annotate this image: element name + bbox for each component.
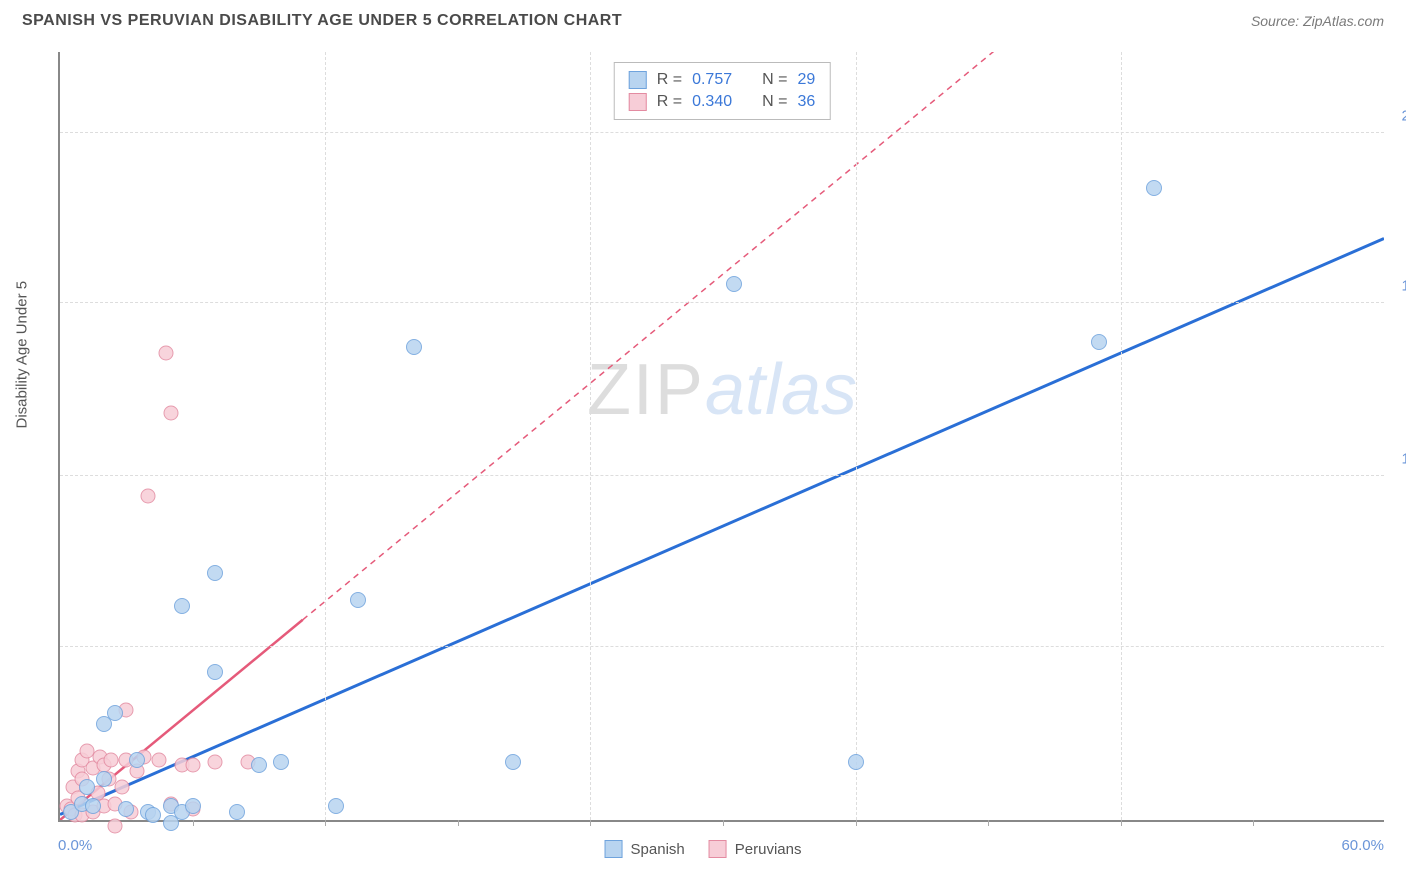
y-axis-title: Disability Age Under 5	[14, 281, 31, 429]
legend-swatch	[709, 840, 727, 858]
spanish-point	[207, 664, 223, 680]
peruvian-point	[185, 758, 200, 773]
spanish-point	[107, 705, 123, 721]
peruvian-point	[152, 752, 167, 767]
x-axis-min-label: 0.0%	[58, 837, 92, 854]
series-label: Peruvians	[735, 841, 802, 858]
peruvian-point	[163, 406, 178, 421]
legend-swatch	[605, 840, 623, 858]
spanish-point	[328, 798, 344, 814]
r-value: 0.757	[692, 71, 732, 89]
x-tick	[723, 820, 724, 826]
x-tick	[1253, 820, 1254, 826]
n-value: 29	[797, 71, 815, 89]
x-tick	[1121, 820, 1122, 826]
x-tick	[325, 820, 326, 826]
stats-legend-row: R = 0.340 N = 36	[629, 91, 816, 113]
spanish-point	[207, 565, 223, 581]
series-label: Spanish	[631, 841, 685, 858]
spanish-point	[129, 752, 145, 768]
peruvian-point	[207, 755, 222, 770]
spanish-point	[145, 807, 161, 823]
spanish-point	[1091, 334, 1107, 350]
gridline-vertical	[325, 52, 326, 820]
peruvian-point	[103, 752, 118, 767]
n-label: N =	[762, 71, 787, 89]
x-tick	[193, 820, 194, 826]
n-label: N =	[762, 93, 787, 111]
x-axis-max-label: 60.0%	[1341, 837, 1384, 854]
legend-swatch	[629, 71, 647, 89]
x-tick	[458, 820, 459, 826]
n-value: 36	[797, 93, 815, 111]
spanish-point	[505, 754, 521, 770]
x-tick	[590, 820, 591, 826]
r-label: R =	[657, 93, 682, 111]
x-tick	[988, 820, 989, 826]
y-tick-label: 18.8%	[1401, 278, 1406, 295]
gridline-vertical	[590, 52, 591, 820]
peruvian-point	[141, 488, 156, 503]
stats-legend: R = 0.757 N = 29 R = 0.340 N = 36	[614, 62, 831, 120]
gridline-horizontal	[60, 132, 1384, 133]
spanish-point	[251, 757, 267, 773]
series-legend-item: Spanish	[605, 840, 685, 858]
gridline-horizontal	[60, 646, 1384, 647]
chart-plot-area: ZIPatlas R =0.757N =29R =0.340N =36 6.3%…	[58, 52, 1384, 822]
watermark-logo: ZIPatlas	[587, 349, 857, 431]
gridline-vertical	[856, 52, 857, 820]
regression-line	[303, 52, 1053, 620]
spanish-point	[848, 754, 864, 770]
series-legend: Spanish Peruvians	[605, 840, 802, 858]
stats-legend-row: R = 0.757 N = 29	[629, 69, 816, 91]
spanish-point	[174, 598, 190, 614]
spanish-point	[79, 779, 95, 795]
r-label: R =	[657, 71, 682, 89]
r-value: 0.340	[692, 93, 732, 111]
spanish-point	[350, 592, 366, 608]
legend-swatch	[629, 93, 647, 111]
y-tick-label: 12.5%	[1401, 451, 1406, 468]
spanish-point	[118, 801, 134, 817]
spanish-point	[229, 804, 245, 820]
spanish-point	[406, 339, 422, 355]
spanish-point	[726, 276, 742, 292]
regression-line	[60, 239, 1384, 815]
regression-lines	[60, 52, 1384, 820]
peruvian-point	[159, 345, 174, 360]
source-attribution: Source: ZipAtlas.com	[1251, 13, 1384, 29]
gridline-horizontal	[60, 475, 1384, 476]
peruvian-point	[108, 818, 123, 833]
spanish-point	[85, 798, 101, 814]
spanish-point	[273, 754, 289, 770]
peruvian-point	[114, 780, 129, 795]
x-tick	[856, 820, 857, 826]
y-tick-label: 25.0%	[1401, 107, 1406, 124]
series-legend-item: Peruvians	[709, 840, 802, 858]
gridline-horizontal	[60, 302, 1384, 303]
gridline-vertical	[1121, 52, 1122, 820]
spanish-point	[185, 798, 201, 814]
chart-title: SPANISH VS PERUVIAN DISABILITY AGE UNDER…	[22, 12, 622, 30]
spanish-point	[1146, 180, 1162, 196]
spanish-point	[96, 771, 112, 787]
